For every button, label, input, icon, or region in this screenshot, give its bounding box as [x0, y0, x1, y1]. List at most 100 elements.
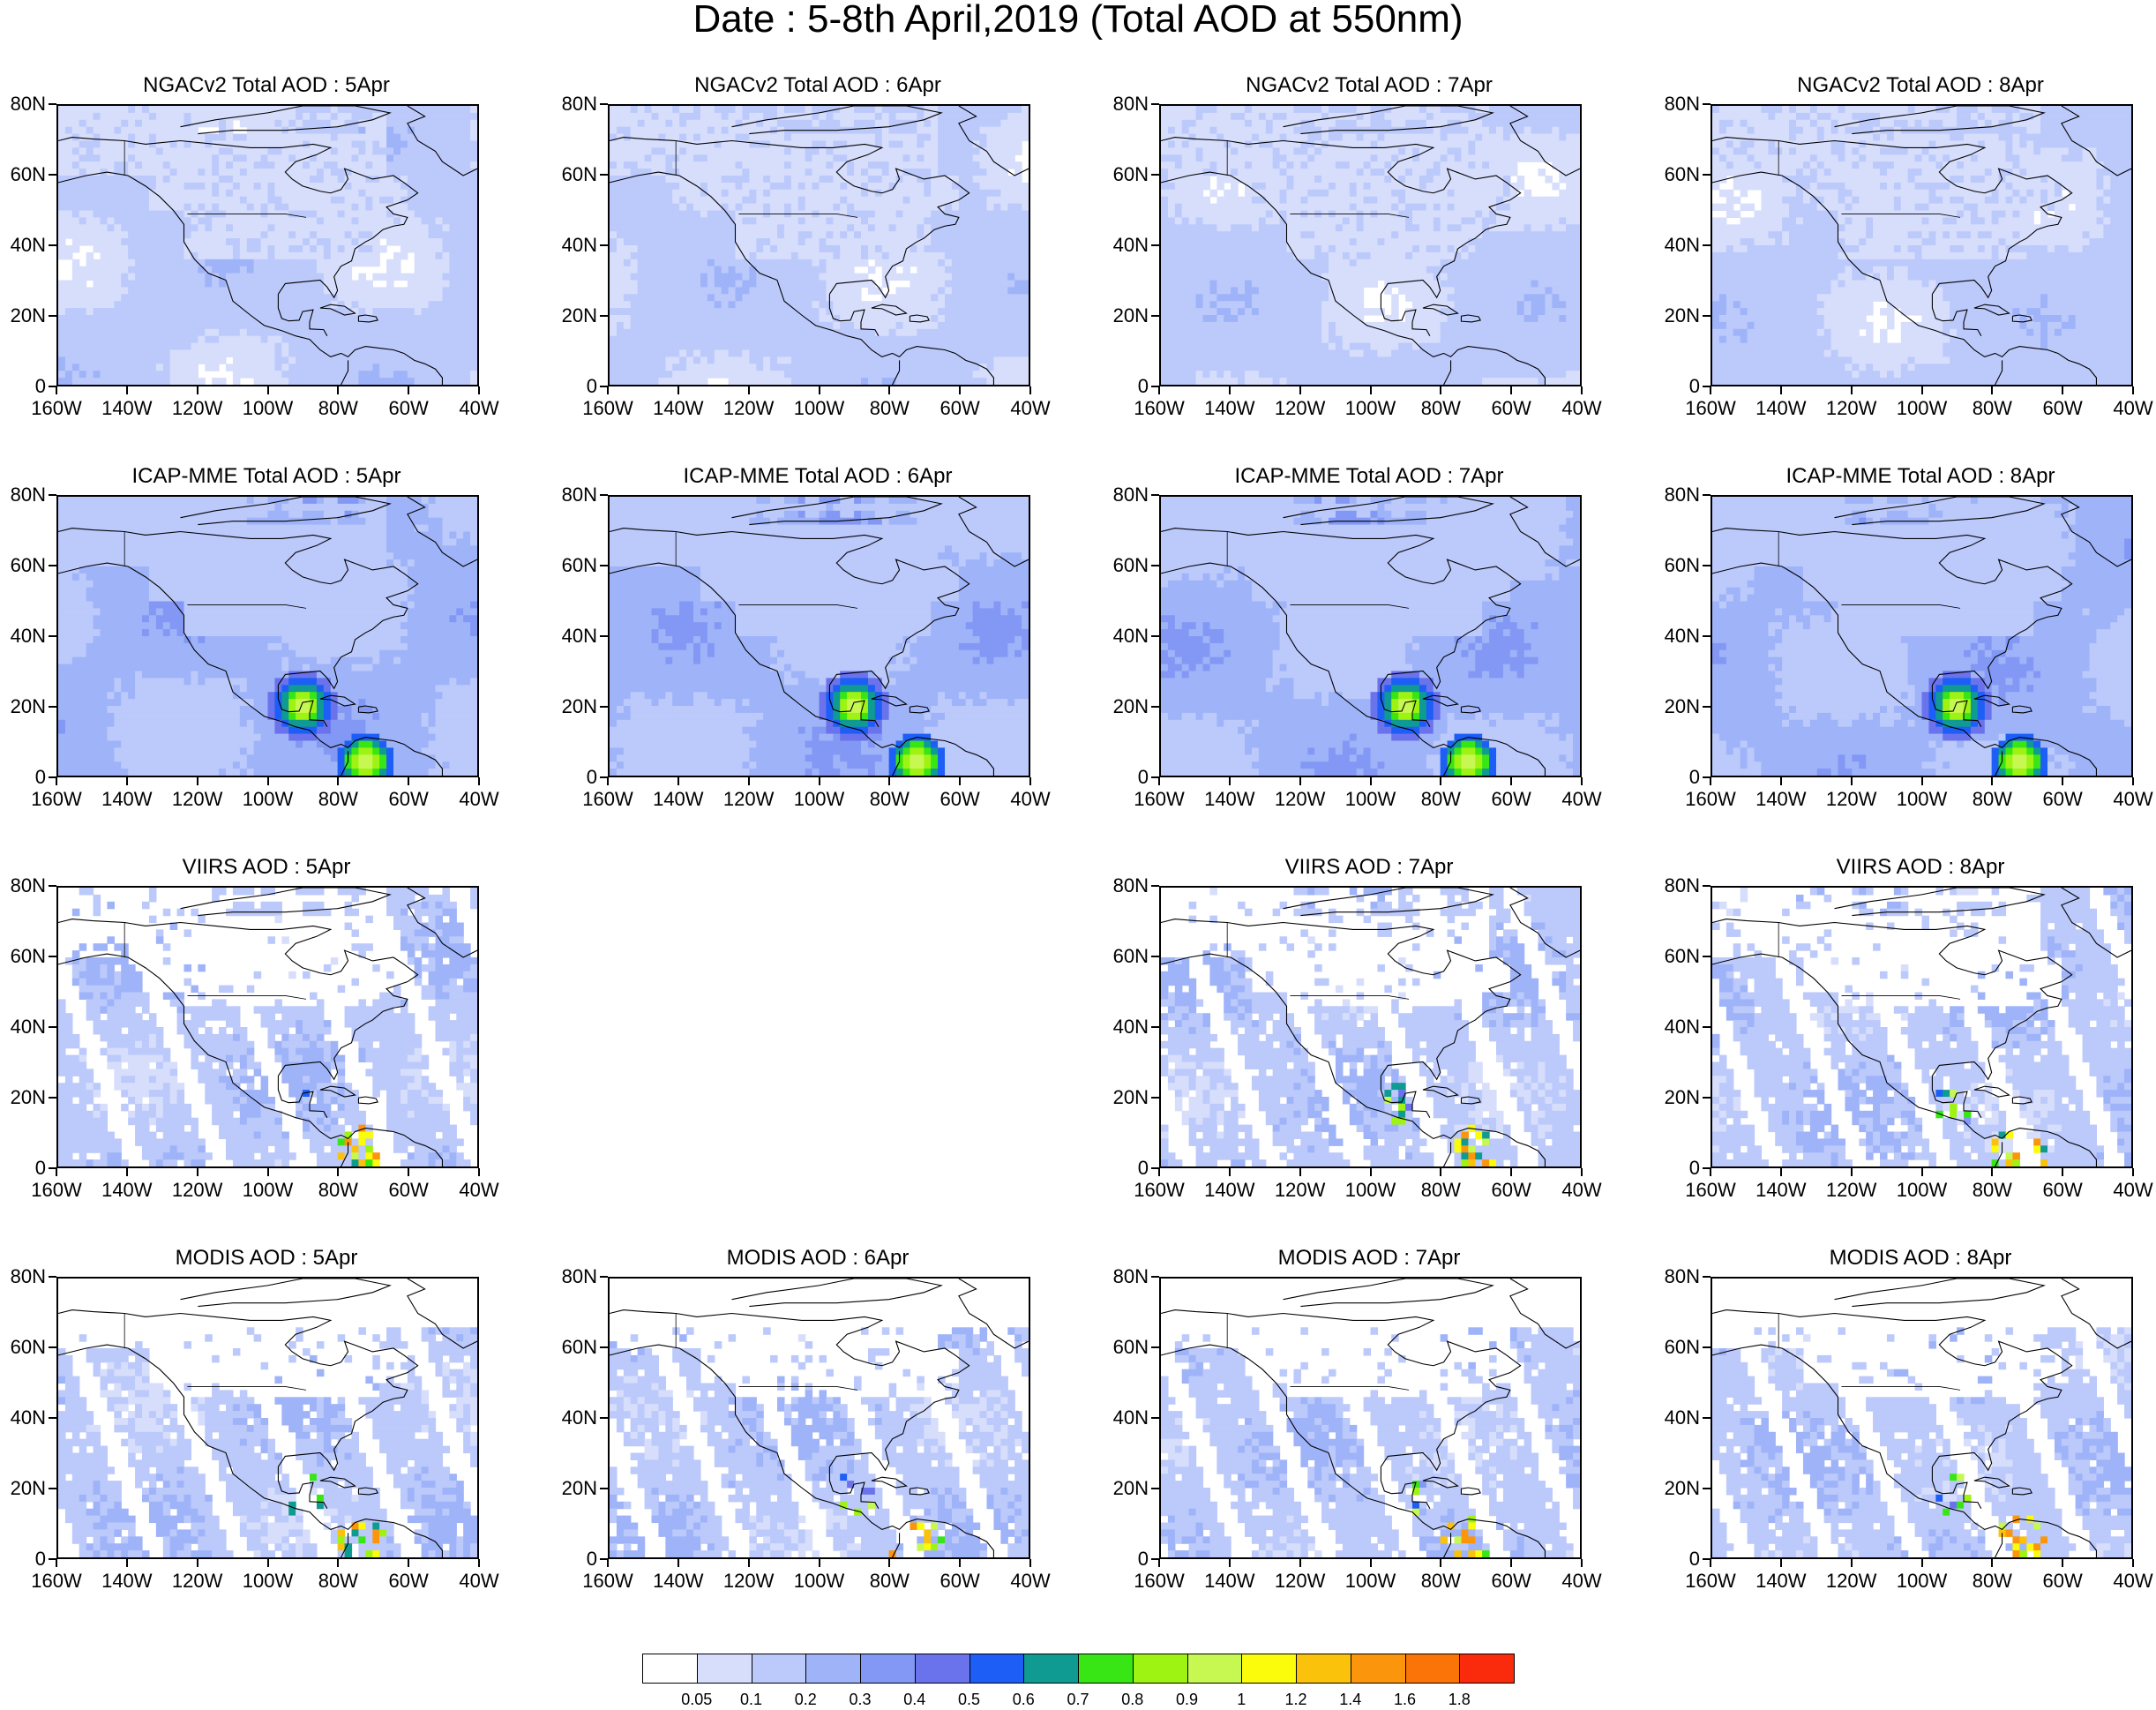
- panel-title: MODIS AOD : 8Apr: [1709, 1245, 2132, 1271]
- x-tick: [747, 1559, 750, 1567]
- y-tick-label: 20N: [1654, 1479, 1700, 1498]
- y-tick: [600, 174, 608, 176]
- panel-title: MODIS AOD : 5Apr: [55, 1245, 478, 1271]
- y-tick: [600, 1417, 608, 1419]
- x-tick-label: 100W: [1891, 790, 1953, 809]
- x-tick-label: 80W: [307, 790, 369, 809]
- x-tick: [56, 386, 57, 394]
- x-tick-label: 120W: [1821, 1181, 1883, 1200]
- x-tick-label: 160W: [26, 1571, 87, 1591]
- y-tick-label: 60N: [551, 1338, 597, 1357]
- aod-map: [58, 888, 477, 1166]
- y-tick: [600, 315, 608, 317]
- y-tick-label: 0: [0, 377, 46, 396]
- map-panel: VIIRS AOD : 7Apr 80N 60N 40N 20N 0 160W 140W 12…: [1103, 854, 1632, 1245]
- x-tick: [2062, 1559, 2064, 1567]
- y-tick-label: 80N: [1654, 876, 1700, 896]
- x-tick-label: 140W: [1199, 1181, 1261, 1200]
- x-tick-label: 120W: [167, 790, 228, 809]
- y-tick-label: 0: [551, 1549, 597, 1569]
- y-tick: [1703, 103, 1711, 105]
- x-tick-label: 140W: [648, 399, 709, 418]
- x-tick-label: 160W: [1128, 1181, 1190, 1200]
- x-tick-label: 120W: [167, 399, 228, 418]
- x-tick: [196, 386, 198, 394]
- aod-field: [58, 888, 477, 1166]
- y-tick: [1151, 706, 1159, 708]
- x-tick: [1991, 777, 1994, 785]
- colorbar-label: 0.6: [1001, 1691, 1045, 1709]
- y-tick-label: 20N: [551, 306, 597, 326]
- colorbar-swatch: [860, 1654, 916, 1684]
- x-tick: [1029, 1559, 1031, 1567]
- y-tick: [1151, 1488, 1159, 1489]
- y-tick-label: 60N: [551, 165, 597, 184]
- x-tick-label: 160W: [26, 790, 87, 809]
- coastlines: [58, 888, 477, 1166]
- y-tick: [600, 1558, 608, 1560]
- x-tick: [677, 386, 679, 394]
- y-tick-label: 20N: [0, 697, 46, 716]
- x-tick-label: 80W: [307, 399, 369, 418]
- x-tick-label: 120W: [1821, 399, 1883, 418]
- coastlines: [1712, 888, 2131, 1166]
- y-tick-label: 20N: [0, 306, 46, 326]
- x-tick: [1710, 1559, 1711, 1567]
- panel-title: VIIRS AOD : 5Apr: [55, 854, 478, 881]
- y-tick-label: 0: [1103, 377, 1149, 396]
- aod-field: [1712, 497, 2131, 776]
- x-tick-label: 80W: [858, 1571, 920, 1591]
- colorbar-swatch: [1187, 1654, 1243, 1684]
- aod-field: [610, 1327, 1029, 1557]
- y-tick: [1151, 103, 1159, 105]
- aod-field: [1712, 106, 2131, 385]
- map-plot-area: [608, 104, 1030, 386]
- x-tick-label: 100W: [1891, 399, 1953, 418]
- x-tick-label: 40W: [999, 399, 1061, 418]
- x-tick: [1510, 386, 1513, 394]
- y-tick: [1151, 776, 1159, 778]
- aod-map: [1161, 497, 1580, 776]
- x-tick: [1850, 1168, 1853, 1176]
- x-tick-label: 100W: [789, 399, 850, 418]
- x-tick: [1369, 777, 1372, 785]
- x-tick: [1228, 777, 1231, 785]
- panel-title: ICAP-MME Total AOD : 7Apr: [1157, 463, 1581, 490]
- y-tick: [1703, 885, 1711, 887]
- coastlines: [610, 106, 1029, 385]
- x-tick: [56, 777, 57, 785]
- y-tick-label: 80N: [0, 1267, 46, 1286]
- x-tick: [337, 1559, 340, 1567]
- y-tick-label: 0: [0, 768, 46, 787]
- panel-title: NGACv2 Total AOD : 5Apr: [55, 72, 478, 99]
- x-tick: [1710, 777, 1711, 785]
- y-tick: [1151, 1346, 1159, 1348]
- x-tick-label: 80W: [307, 1181, 369, 1200]
- y-tick: [1151, 1417, 1159, 1419]
- x-tick: [1158, 1168, 1160, 1176]
- x-tick: [196, 777, 198, 785]
- y-tick: [49, 174, 56, 176]
- y-tick: [1151, 494, 1159, 496]
- x-tick-label: 140W: [96, 790, 158, 809]
- panel-title: VIIRS AOD : 7Apr: [1157, 854, 1581, 881]
- y-tick-label: 40N: [1103, 626, 1149, 646]
- x-tick-label: 120W: [167, 1181, 228, 1200]
- y-tick-label: 20N: [551, 1479, 597, 1498]
- y-tick-label: 40N: [0, 1017, 46, 1037]
- x-tick-label: 160W: [1680, 790, 1741, 809]
- y-tick: [1703, 1346, 1711, 1348]
- coastlines: [1712, 497, 2131, 776]
- x-tick-label: 40W: [999, 1571, 1061, 1591]
- x-tick: [959, 777, 962, 785]
- x-tick: [1510, 1168, 1513, 1176]
- y-tick: [1703, 635, 1711, 637]
- colorbar-swatch: [1459, 1654, 1515, 1684]
- colorbar-swatch: [1241, 1654, 1297, 1684]
- y-tick: [49, 1276, 56, 1278]
- y-tick: [49, 776, 56, 778]
- y-tick: [49, 885, 56, 887]
- map-plot-area: [1711, 1277, 2133, 1559]
- map-plot-area: [56, 495, 479, 777]
- x-tick-label: 40W: [448, 1181, 510, 1200]
